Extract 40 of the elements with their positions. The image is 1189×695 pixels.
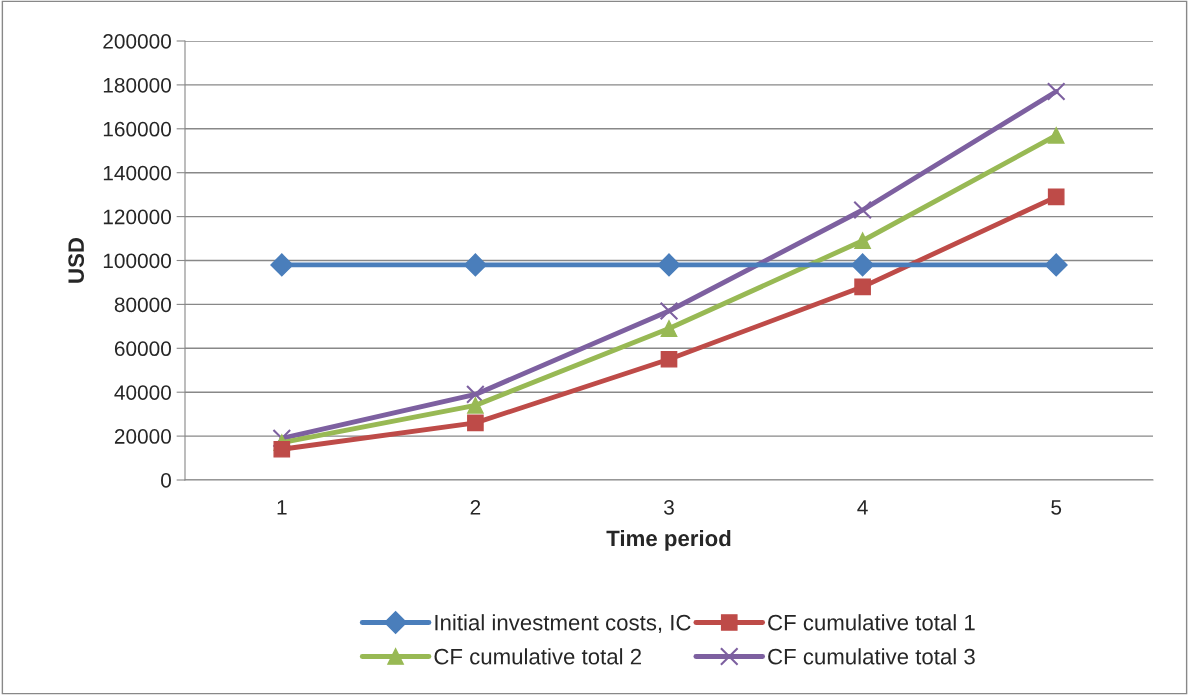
point xyxy=(660,350,678,368)
y-tick-label: 200000 xyxy=(103,34,171,49)
y-tick-label: 180000 xyxy=(103,77,171,93)
point xyxy=(853,200,872,220)
point xyxy=(659,301,679,321)
point xyxy=(854,278,871,296)
legend-label: CF cumulative total 2 xyxy=(434,648,641,665)
y-tick-label: 20000 xyxy=(114,429,171,444)
x-tick-label: 3 xyxy=(664,499,674,515)
point xyxy=(467,397,484,414)
point xyxy=(660,320,678,337)
point xyxy=(270,253,294,277)
point xyxy=(851,253,875,277)
x-axis-title: Time period xyxy=(606,529,731,551)
point xyxy=(273,440,291,458)
legend-label: CF cumulative total 1 xyxy=(768,614,975,631)
y-tick-label: 40000 xyxy=(114,385,171,400)
legend-label: CF cumulative total 3 xyxy=(768,648,975,665)
y-tick-label: 160000 xyxy=(103,121,171,137)
point xyxy=(467,414,484,432)
y-tick-label: 120000 xyxy=(103,209,171,225)
y-tick-label: 100000 xyxy=(103,253,171,269)
point xyxy=(854,232,871,250)
legend-label: Initial investment costs, IC xyxy=(435,614,691,634)
point xyxy=(1047,188,1065,206)
point xyxy=(657,253,681,277)
point xyxy=(463,253,487,277)
x-tick-label: 2 xyxy=(470,499,481,515)
point xyxy=(1046,82,1066,101)
x-tick-label: 4 xyxy=(857,500,868,515)
point xyxy=(466,385,485,404)
y-tick-label: 0 xyxy=(161,473,171,488)
y-tick-label: 80000 xyxy=(114,297,171,313)
point xyxy=(1047,127,1065,144)
y-tick-label: 140000 xyxy=(103,165,171,181)
y-axis-title: USD xyxy=(68,237,85,283)
y-tick-label: 60000 xyxy=(114,341,171,357)
x-tick-label: 1 xyxy=(277,500,287,515)
point xyxy=(1044,253,1068,277)
x-tick-label: 5 xyxy=(1051,500,1062,515)
